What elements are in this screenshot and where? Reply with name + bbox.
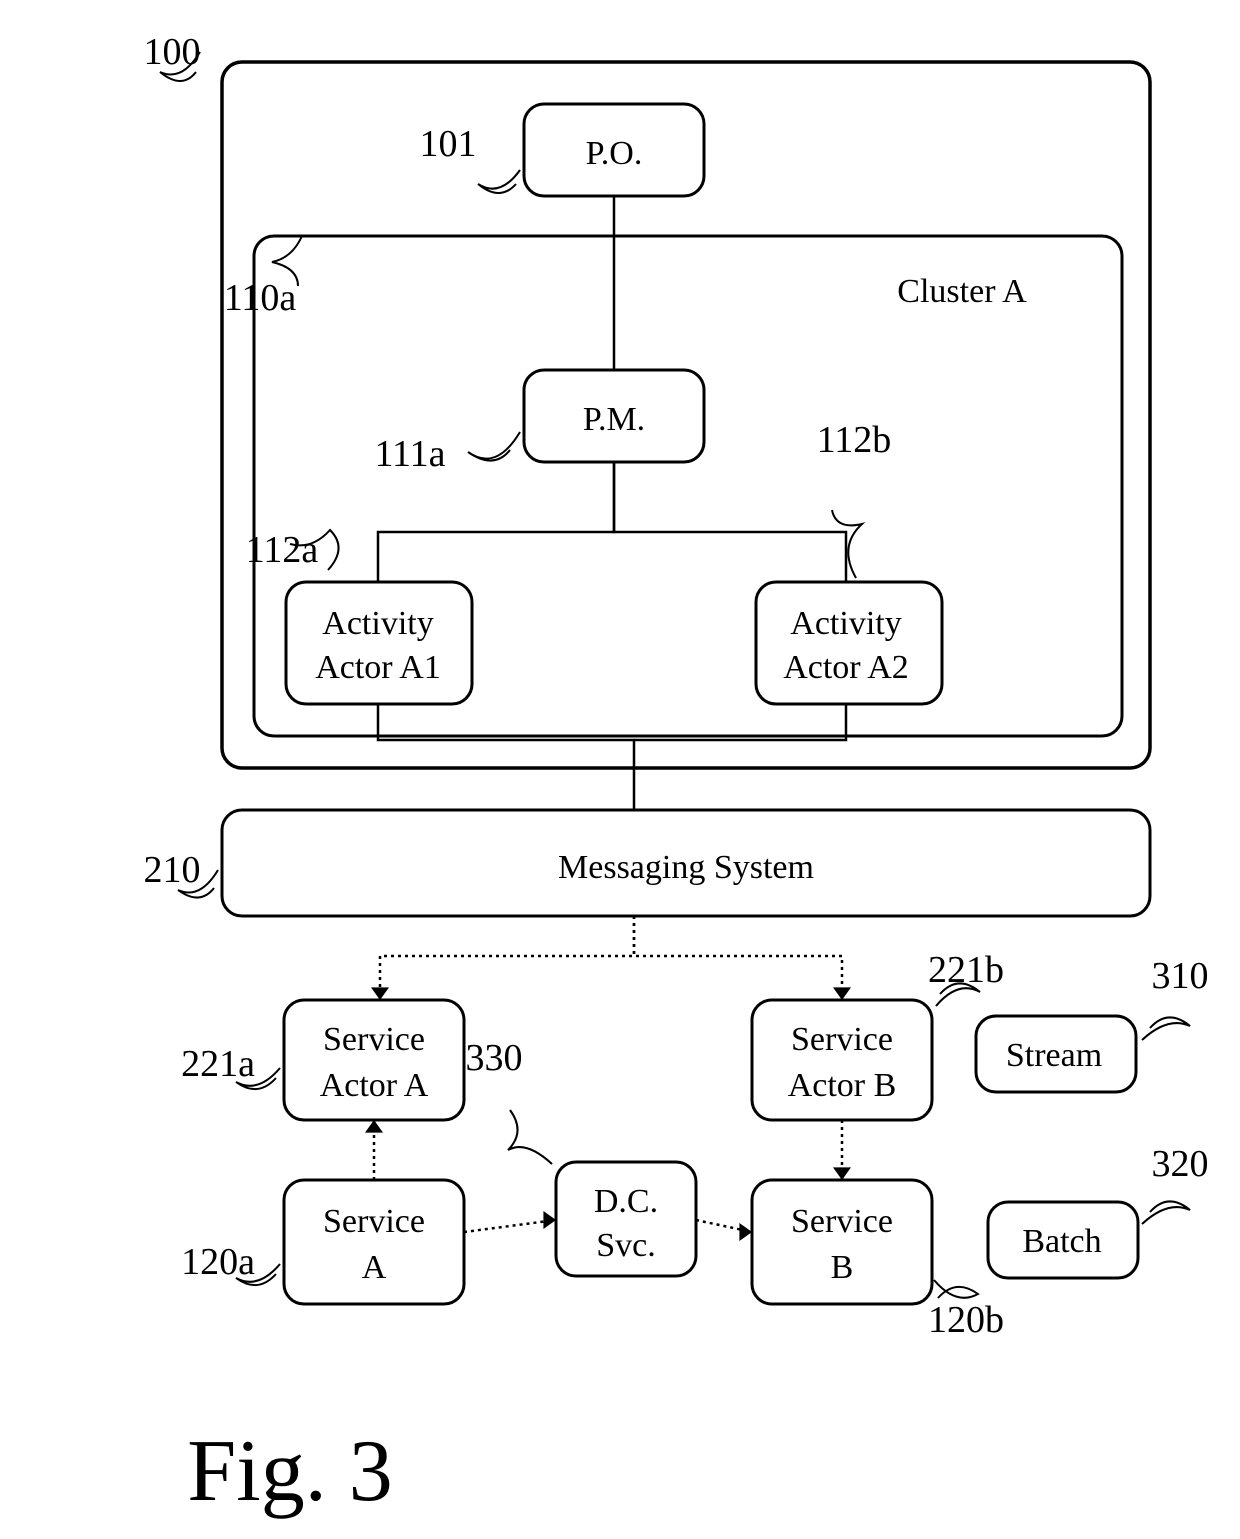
ref-r120b: 120b [928,1299,1004,1341]
arrowhead [371,987,389,1000]
pm-label: P.M. [583,401,645,438]
edge-dotted-4 [464,1220,556,1232]
arrowhead [833,987,851,1000]
leader-r310 [1142,1017,1190,1040]
a1-label2: Actor A1 [315,649,441,686]
arrowhead [365,1120,383,1133]
msg-label: Messaging System [558,849,814,886]
ref-r110a: 110a [224,277,297,319]
sa_b-label1: Service [791,1021,893,1058]
dc-label2: Svc. [596,1227,656,1264]
ref-r330: 330 [466,1037,523,1079]
leader-r111a [468,432,520,461]
batch-label: Batch [1022,1223,1101,1260]
edge-solid-4 [378,704,634,810]
a2-label2: Actor A2 [783,649,909,686]
dc-label1: D.C. [594,1183,658,1220]
svc_b-label1: Service [791,1203,893,1240]
a2-label1: Activity [790,605,901,642]
arrowhead [833,1167,851,1180]
svc_a-label2: A [362,1249,387,1286]
ref-r100: 100 [144,31,201,73]
svc_a-label1: Service [323,1203,425,1240]
ref-r221b: 221b [928,949,1004,991]
ref-r210: 210 [144,849,201,891]
a1-label1: Activity [322,605,433,642]
figure-caption: Fig. 3 [187,1423,392,1520]
edge-solid-3 [614,462,846,582]
ref-r112a: 112a [246,529,319,571]
edge-solid-2 [378,462,614,582]
po-label: P.O. [586,135,643,172]
svc_b-label2: B [831,1249,854,1286]
edge-dotted-1 [634,916,842,1000]
arrowhead [543,1211,556,1229]
ref-r320: 320 [1152,1143,1209,1185]
edge-dotted-0 [380,916,634,1000]
stream-label: Stream [1006,1037,1102,1074]
ref-r111a: 111a [374,433,445,475]
sa_a-label1: Service [323,1021,425,1058]
ref-r221a: 221a [181,1043,255,1085]
arrowhead [739,1223,752,1241]
cluster-label: Cluster A [897,273,1027,310]
sa_b-label2: Actor B [788,1067,897,1104]
sa_a-label2: Actor A [320,1067,429,1104]
leader-r120b [934,1280,978,1298]
ref-r120a: 120a [181,1241,255,1283]
leader-r330 [508,1110,552,1164]
ref-r101: 101 [420,123,477,165]
architecture-diagram: P.O. Cluster A P.M. Activity Actor A1 Activit… [0,0,1240,1539]
ref-r310: 310 [1152,955,1209,997]
leader-r101 [478,170,520,193]
leader-r320 [1142,1201,1190,1224]
ref-r112b: 112b [817,419,892,461]
